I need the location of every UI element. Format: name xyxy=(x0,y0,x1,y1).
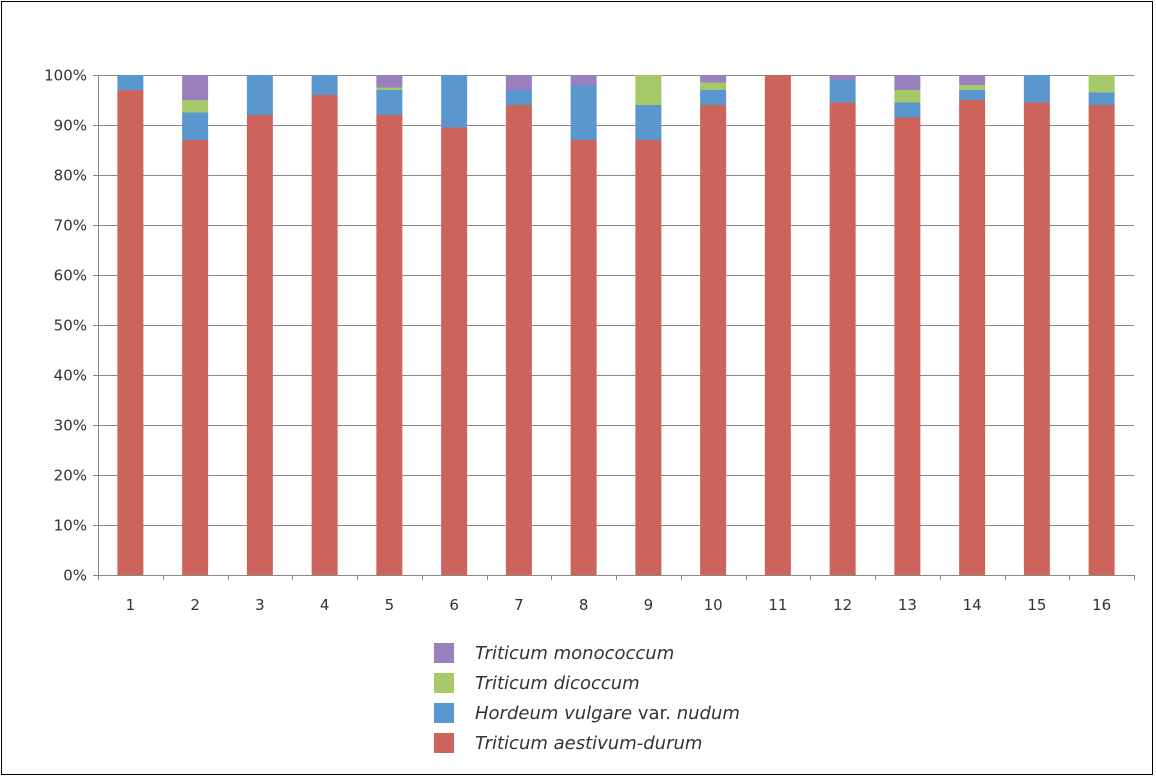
y-tick-label: 10% xyxy=(54,517,87,535)
x-tick-label: 12 xyxy=(833,596,852,614)
legend-swatch xyxy=(434,673,454,693)
legend-label-part: Triticum aestivum-durum xyxy=(475,732,703,754)
x-tick-label: 11 xyxy=(768,596,787,614)
x-tick-label: 14 xyxy=(963,596,982,614)
y-tick-label: 90% xyxy=(54,117,87,135)
bar-segment xyxy=(894,117,921,575)
bar-segment xyxy=(1023,102,1050,575)
bar-segment xyxy=(1088,105,1115,575)
bar-segment xyxy=(246,75,273,115)
bar-segment xyxy=(505,90,532,105)
bar-segment xyxy=(829,75,856,80)
x-tick-labels: 1 2 3 4 5 6 7 8 9 10 11 12 13 14 15 16 xyxy=(126,596,1112,614)
legend-swatch xyxy=(434,733,454,753)
legend-swatch xyxy=(434,703,454,723)
bar-segment xyxy=(570,75,597,85)
legend-item: Triticum monococcum xyxy=(434,638,740,668)
bar-segment xyxy=(182,100,209,113)
bar-segment xyxy=(635,140,662,575)
legend-label-part: var. xyxy=(632,702,677,724)
bar-segment xyxy=(311,95,338,575)
bar-segment xyxy=(376,90,403,115)
x-tick-label: 1 xyxy=(126,596,136,614)
y-tick-label: 60% xyxy=(54,267,87,285)
bars xyxy=(117,75,1115,575)
y-tick-label: 0% xyxy=(63,567,87,585)
bar-segment xyxy=(117,75,144,90)
bar-segment xyxy=(117,90,144,575)
y-tick-labels: 0% 10% 20% 30% 40% 50% 60% 70% 80% 90% 100% xyxy=(44,67,87,585)
x-tick-label: 4 xyxy=(320,596,330,614)
legend-label-part: nudum xyxy=(676,702,740,724)
bar-segment xyxy=(376,75,403,88)
y-tick-label: 80% xyxy=(54,167,87,185)
bar-segment xyxy=(441,127,468,575)
legend-label: Hordeum vulgare var. nudum xyxy=(475,703,740,724)
bar-segment xyxy=(505,105,532,575)
bar-segment xyxy=(829,80,856,103)
x-tick-label: 3 xyxy=(255,596,265,614)
legend-label: Triticum aestivum-durum xyxy=(475,733,702,754)
bar-segment xyxy=(1023,75,1050,103)
y-tick-label: 100% xyxy=(44,67,87,85)
bar-segment xyxy=(376,115,403,575)
bar-segment xyxy=(764,75,791,575)
bar-segment xyxy=(182,75,209,100)
bar-segment xyxy=(700,105,727,575)
bar-segment xyxy=(570,85,597,140)
bar-segment xyxy=(505,75,532,90)
bar-segment xyxy=(182,112,209,140)
x-tick-label: 9 xyxy=(644,596,654,614)
y-tick-label: 50% xyxy=(54,317,87,335)
legend: Triticum monococcum Triticum dicoccum Hord… xyxy=(434,638,740,758)
bar-segment xyxy=(1088,92,1115,105)
y-tick-label: 40% xyxy=(54,367,87,385)
legend-item: Triticum dicoccum xyxy=(434,668,740,698)
bar-segment xyxy=(959,75,986,85)
bar-segment xyxy=(246,115,273,575)
x-tick-label: 7 xyxy=(514,596,524,614)
bar-segment xyxy=(959,90,986,100)
legend-label-part: Hordeum vulgare xyxy=(475,702,633,724)
bar-segment xyxy=(894,102,921,118)
bar-segment xyxy=(700,90,727,105)
bar-segment xyxy=(894,75,921,90)
y-tick-label: 30% xyxy=(54,417,87,435)
x-tick-label: 5 xyxy=(385,596,395,614)
bar-segment xyxy=(311,75,338,95)
x-tick-label: 16 xyxy=(1092,596,1111,614)
legend-label: Triticum dicoccum xyxy=(475,673,640,694)
bar-segment xyxy=(635,105,662,140)
bar-segment xyxy=(700,82,727,90)
bar-segment xyxy=(700,75,727,83)
bar-segment xyxy=(376,87,403,90)
y-tick-label: 20% xyxy=(54,467,87,485)
x-tick-label: 13 xyxy=(898,596,917,614)
bar-segment xyxy=(441,75,468,128)
x-tick-label: 10 xyxy=(704,596,723,614)
bar-segment xyxy=(959,100,986,575)
bar-segment xyxy=(635,75,662,105)
axes xyxy=(93,75,1135,580)
legend-label: Triticum monococcum xyxy=(475,643,674,664)
x-tick-label: 2 xyxy=(190,596,200,614)
legend-label-part: Triticum monococcum xyxy=(475,642,675,664)
bar-segment xyxy=(959,85,986,90)
x-tick-label: 15 xyxy=(1027,596,1046,614)
legend-label-part: Triticum dicoccum xyxy=(475,672,640,694)
bar-segment xyxy=(1088,75,1115,93)
bar-segment xyxy=(829,102,856,575)
legend-swatch xyxy=(434,643,454,663)
bar-segment xyxy=(570,140,597,575)
legend-item: Triticum aestivum-durum xyxy=(434,728,740,758)
y-tick-label: 70% xyxy=(54,217,87,235)
x-tick-label: 8 xyxy=(579,596,589,614)
x-tick-label: 6 xyxy=(449,596,459,614)
bar-segment xyxy=(182,140,209,575)
legend-item: Hordeum vulgare var. nudum xyxy=(434,698,740,728)
bar-segment xyxy=(894,90,921,103)
